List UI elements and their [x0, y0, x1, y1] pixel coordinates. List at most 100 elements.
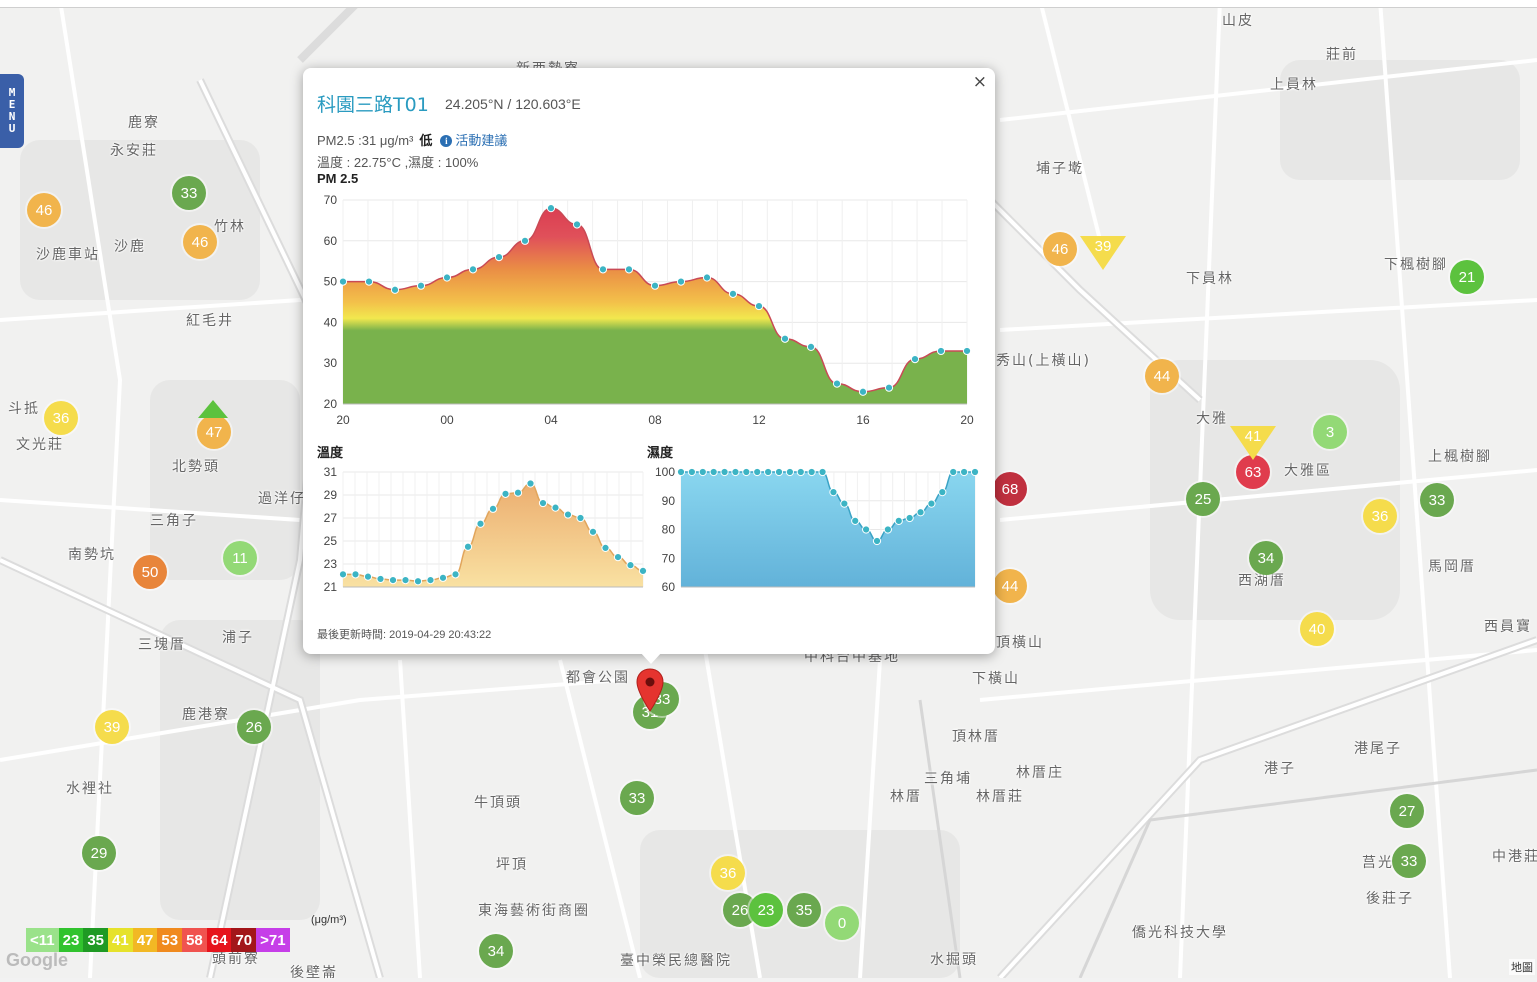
- aqi-marker[interactable]: 26: [237, 710, 271, 744]
- place-label-sanjiaozi: 三角子: [150, 513, 198, 529]
- aqi-marker[interactable]: 34: [1249, 541, 1283, 575]
- pm-chart-title: PM 2.5: [317, 171, 359, 186]
- y-tick-label: 23: [324, 557, 338, 571]
- data-point: [702, 273, 712, 282]
- place-label-puzi: 浦子: [222, 630, 254, 646]
- aqi-marker[interactable]: 36: [44, 401, 78, 435]
- data-point: [624, 265, 634, 274]
- aqi-marker[interactable]: 63: [1236, 455, 1270, 489]
- data-point: [501, 489, 510, 498]
- data-point: [494, 253, 504, 262]
- y-tick-label: 70: [324, 193, 338, 207]
- aqi-marker[interactable]: 36: [711, 856, 745, 890]
- x-tick-label: 00: [440, 413, 454, 427]
- activity-advice-link[interactable]: 活動建議: [455, 133, 508, 148]
- data-point: [520, 236, 530, 245]
- aqi-marker[interactable]: 44: [993, 569, 1027, 603]
- aqi-marker[interactable]: 46: [1043, 232, 1077, 266]
- aqi-marker[interactable]: 23: [749, 893, 783, 927]
- aqi-marker[interactable]: 47: [197, 415, 231, 449]
- legend-item: >71: [256, 928, 290, 952]
- place-label-pingding: 坪頂: [496, 857, 528, 873]
- aqi-marker[interactable]: 46: [27, 193, 61, 227]
- aqi-marker[interactable]: 11: [223, 541, 257, 575]
- aqi-marker[interactable]: 44: [1145, 359, 1179, 393]
- temp-humidity-text: 溫度 : 22.75°C ,濕度 : 100%: [317, 155, 479, 170]
- humidity-chart-title: 濕度: [647, 445, 674, 460]
- aqi-marker[interactable]: 34: [479, 934, 513, 968]
- menu-tab[interactable]: MENU: [0, 74, 24, 148]
- humidity-chart: 60 70 80 90 100: [655, 465, 980, 594]
- place-label-shuilishe: 水裡社: [66, 781, 114, 797]
- place-label-houzhuangzi: 後莊子: [1366, 891, 1414, 907]
- place-label-dinglincuo: 頂林厝: [952, 729, 1000, 745]
- data-point: [676, 277, 686, 286]
- place-label-xiayuanlin: 下員林: [1186, 271, 1234, 287]
- pm-legend: <11 23 35 41 47 53 58 64 70 >71: [26, 928, 290, 952]
- map-data-link[interactable]: 地圖: [1509, 959, 1535, 975]
- data-point: [832, 379, 842, 388]
- y-tick-label: 80: [662, 523, 676, 537]
- data-point: [650, 281, 660, 290]
- close-popup-button[interactable]: ×: [972, 72, 987, 92]
- place-label-dinghengshan: 頂橫山: [996, 635, 1044, 651]
- legend-item: 47: [132, 928, 158, 952]
- place-label-beishitou: 北勢頭: [172, 459, 220, 475]
- y-tick-label: 70: [662, 551, 676, 565]
- place-label-shalu-station: 沙鹿車站: [36, 247, 100, 263]
- data-point: [638, 566, 648, 576]
- legend-item: 53: [157, 928, 183, 952]
- aqi-marker[interactable]: 21: [1450, 260, 1484, 294]
- last-updated: 最後更新時間: 2019-04-29 20:43:22: [317, 629, 492, 641]
- data-point: [351, 570, 360, 579]
- data-point: [753, 467, 762, 477]
- aqi-marker[interactable]: 46: [183, 225, 217, 259]
- aqi-marker[interactable]: 25: [1186, 482, 1220, 516]
- aqi-marker[interactable]: 3: [1313, 415, 1347, 449]
- x-tick-label: 04: [544, 413, 558, 427]
- place-label-daya: 大雅: [1196, 411, 1228, 427]
- aqi-marker[interactable]: 68: [993, 472, 1027, 506]
- data-point: [728, 289, 738, 298]
- place-label-lincuo: 林厝: [890, 789, 922, 805]
- x-tick-label: 12: [752, 413, 766, 427]
- place-label-houbilun: 後壁崙: [290, 965, 338, 981]
- data-point: [807, 467, 816, 477]
- aqi-marker[interactable]: 39: [95, 710, 129, 744]
- y-tick-label: 60: [324, 234, 338, 248]
- data-point: [796, 467, 805, 477]
- aqi-marker[interactable]: 36: [1363, 499, 1397, 533]
- area-fill: [343, 483, 643, 587]
- data-point: [936, 346, 946, 356]
- y-tick-label: 25: [324, 534, 338, 548]
- place-label-lincuozhuang: 林厝庄: [1016, 765, 1064, 781]
- aqi-marker[interactable]: 33: [1420, 483, 1454, 517]
- data-point: [872, 536, 882, 546]
- aqi-marker[interactable]: 0: [825, 906, 859, 940]
- info-icon[interactable]: i: [440, 135, 453, 147]
- aqi-marker[interactable]: 27: [1390, 794, 1424, 828]
- aqi-marker[interactable]: 50: [133, 555, 167, 589]
- data-point: [764, 467, 773, 477]
- legend-item: 64: [206, 928, 232, 952]
- aqi-marker[interactable]: 35: [787, 893, 821, 927]
- aqi-marker[interactable]: 33: [1392, 844, 1426, 878]
- place-label-xiahengshan: 下橫山: [972, 671, 1020, 687]
- location-pin-icon[interactable]: [636, 668, 664, 712]
- aqi-marker[interactable]: 29: [82, 836, 116, 870]
- y-tick-label: 100: [655, 465, 675, 479]
- place-label-ocu: 僑光科技大學: [1132, 925, 1228, 941]
- place-label-lugangliao: 鹿港寮: [182, 707, 230, 723]
- x-tick-label: 20: [336, 413, 350, 427]
- data-point: [910, 355, 920, 364]
- data-point: [840, 499, 849, 508]
- pm-value-text: PM2.5 :31 μg/m³: [317, 133, 414, 148]
- aqi-marker[interactable]: 33: [620, 781, 654, 815]
- place-label-wenguangzhuang: 文光莊: [16, 437, 64, 453]
- data-point: [476, 519, 485, 528]
- data-point: [883, 525, 892, 534]
- aqi-marker[interactable]: 33: [172, 176, 206, 210]
- legend-unit: (μg/m³): [311, 914, 347, 926]
- aqi-marker[interactable]: 40: [1300, 612, 1334, 646]
- legend-item: <11: [26, 928, 59, 952]
